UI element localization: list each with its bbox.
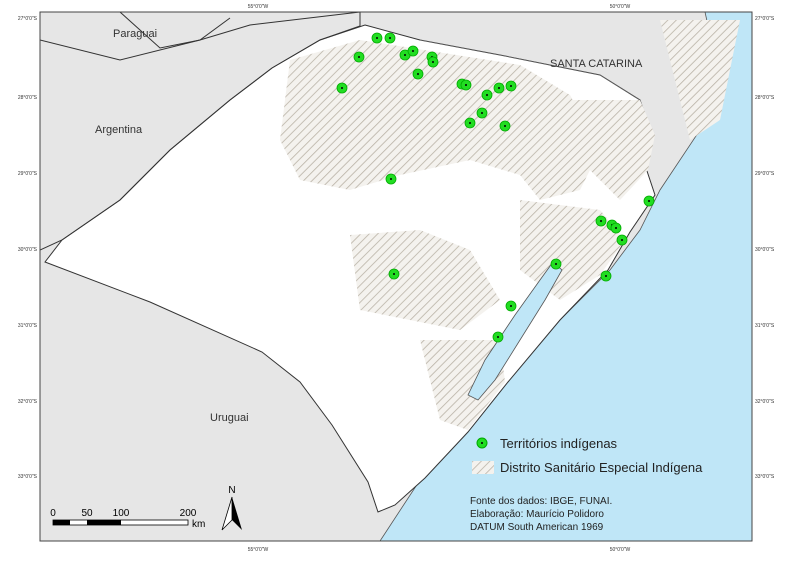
territory-marker-dot (497, 336, 499, 338)
territory-marker-dot (358, 56, 360, 58)
graticule-label: 30°0'0"S (755, 247, 775, 253)
territory-marker-dot (432, 61, 434, 63)
country-label: Paraguai (113, 28, 157, 40)
graticule-label: 33°0'0"S (18, 474, 38, 480)
territory-marker-dot (376, 37, 378, 39)
scale-bar-segment (53, 520, 70, 525)
graticule-label: 29°0'0"S (755, 171, 775, 177)
graticule-label: 28°0'0"S (18, 95, 38, 101)
north-arrow (232, 497, 242, 530)
map-frame (39, 11, 753, 542)
credit: Elaboração: Maurício Polidoro (470, 509, 604, 520)
territory-marker-dot (621, 239, 623, 241)
border-santa-catarina (419, 39, 641, 101)
graticule-label: 28°0'0"S (755, 95, 775, 101)
north-label: N (228, 485, 235, 496)
lagoa-dos-patos (467, 261, 563, 401)
territory-marker-dot (648, 200, 650, 202)
territory-marker-dot (393, 273, 395, 275)
graticule-label: 27°0'0"S (18, 16, 38, 22)
graticule-label: 31°0'0"S (755, 323, 775, 329)
legend-marker-dot (481, 442, 483, 444)
territory-marker-dot (498, 87, 500, 89)
territory-marker-dot (600, 220, 602, 222)
scale-unit: km (192, 519, 205, 530)
state-label: SANTA CATARINA (550, 58, 643, 70)
graticule-label: 27°0'0"S (755, 16, 775, 22)
graticule-label: 33°0'0"S (755, 474, 775, 480)
hatched-area (560, 100, 655, 200)
hatched-area (280, 40, 600, 200)
territory-marker-dot (341, 87, 343, 89)
territory-marker-dot (510, 305, 512, 307)
territory-marker-dot (404, 54, 406, 56)
graticule-label: 31°0'0"S (18, 323, 38, 329)
territory-marker-dot (389, 37, 391, 39)
graticule-label: 32°0'0"S (18, 399, 38, 405)
territory-marker-dot (615, 227, 617, 229)
graticule-label: 50°0'0"W (610, 547, 631, 553)
map-body (40, 12, 752, 541)
territory-marker-dot (481, 112, 483, 114)
scale-label: 200 (180, 508, 197, 519)
scale-bar-segment (87, 520, 121, 525)
territory-marker-dot (465, 84, 467, 86)
graticule-label: 29°0'0"S (18, 171, 38, 177)
country-label: Argentina (95, 124, 143, 136)
territory-marker-dot (504, 125, 506, 127)
territory-marker-dot (555, 263, 557, 265)
credit: Fonte dos dados: IBGE, FUNAI. (470, 496, 612, 507)
border-paraguai (119, 12, 231, 49)
territory-marker-dot (390, 178, 392, 180)
legend-hatch (472, 461, 494, 474)
credit: DATUM South American 1969 (470, 522, 604, 533)
graticule-label: 55°0'0"W (248, 547, 269, 553)
graticule-label: 32°0'0"S (755, 399, 775, 405)
territory-marker-dot (510, 85, 512, 87)
territory-marker-dot (605, 275, 607, 277)
markers (336, 32, 655, 343)
hatched-area (660, 20, 740, 140)
legend-label: Territórios indígenas (500, 436, 618, 451)
country-label: Uruguai (210, 412, 249, 424)
scale-label: 0 (50, 508, 56, 519)
territory-marker-dot (417, 73, 419, 75)
legend-label: Distrito Sanitário Especial Indígena (500, 460, 703, 475)
territory-marker-dot (486, 94, 488, 96)
territory-marker-dot (412, 50, 414, 52)
scale-label: 100 (113, 508, 130, 519)
graticule-label: 55°0'0"W (248, 4, 269, 10)
hatched-area (350, 230, 500, 330)
graticule-label: 50°0'0"W (610, 4, 631, 10)
territory-marker-dot (469, 122, 471, 124)
scale-label: 50 (81, 508, 93, 519)
graticule-label: 30°0'0"S (18, 247, 38, 253)
